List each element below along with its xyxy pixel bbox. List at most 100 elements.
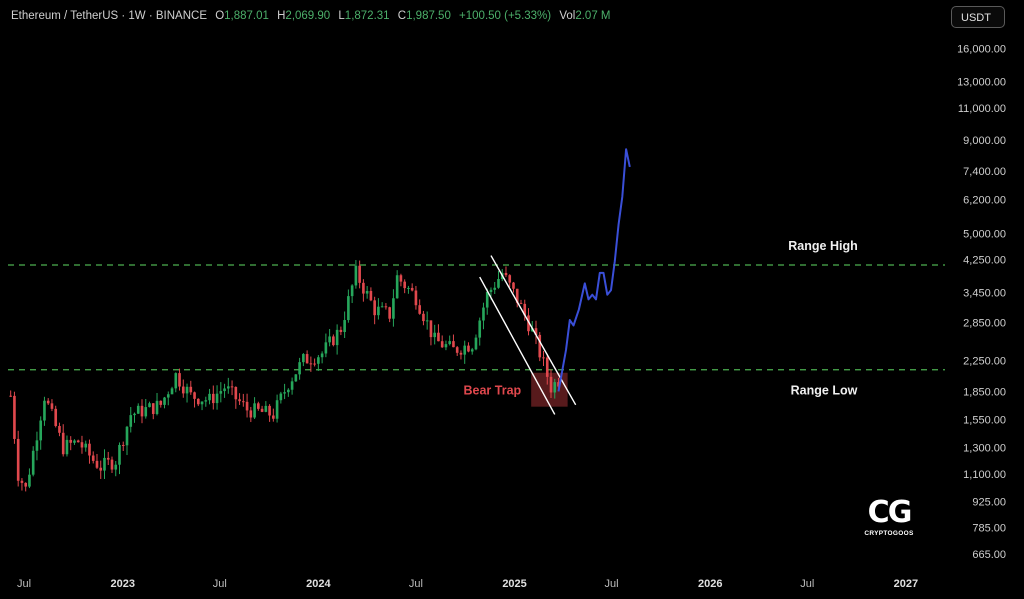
symbol-legend: Ethereum / TetherUS · 1W · BINANCE O1,88… [11, 10, 611, 22]
candle-body [43, 400, 46, 421]
y-tick-label: 11,000.00 [958, 103, 1006, 115]
candle-body [392, 298, 395, 319]
candle-body [196, 398, 200, 405]
candle-body [557, 382, 560, 387]
y-tick-label: 2,250.00 [963, 355, 1006, 367]
high-value: 2,069.90 [285, 10, 331, 22]
x-tick-label: 2026 [698, 578, 722, 590]
candle-body [534, 328, 538, 335]
candle-body [328, 336, 331, 343]
x-tick-label: Jul [213, 578, 227, 590]
candle-body [140, 405, 144, 417]
candle-body [444, 344, 448, 348]
x-tick-label: Jul [17, 578, 31, 590]
projection-line [557, 148, 631, 392]
y-tick-label: 16,000.00 [957, 44, 1006, 56]
candle-body [245, 401, 249, 411]
candle-body [380, 306, 384, 308]
candle-body [459, 352, 463, 355]
candle-body [302, 354, 305, 363]
candle-body [50, 403, 54, 409]
candle-body [125, 426, 129, 446]
high-label: H [277, 10, 286, 22]
candle-body [24, 482, 28, 487]
candle-body [294, 374, 298, 382]
candle-body [46, 400, 50, 404]
candle-body [166, 394, 170, 398]
candle-body [73, 440, 76, 443]
y-tick-label: 1,850.00 [963, 386, 1006, 398]
candle-body [485, 291, 489, 308]
candle-body [523, 303, 527, 316]
candle-body [148, 403, 151, 408]
candle-body [189, 386, 193, 393]
candle-body [13, 395, 16, 439]
candle-body [455, 347, 459, 353]
candle-body [527, 315, 530, 332]
low-value: 1,872.31 [344, 10, 390, 22]
candle-body [358, 265, 361, 283]
candle-body [69, 439, 73, 443]
candle-body [452, 341, 455, 348]
candle-body [178, 373, 181, 387]
candle-body [110, 459, 114, 470]
y-tick-label: 9,000.00 [963, 135, 1006, 147]
candle-body [144, 407, 148, 417]
candle-body [242, 401, 245, 403]
candle-body [463, 345, 467, 355]
candle-body [287, 389, 290, 393]
candle-body [253, 403, 256, 418]
candle-body [497, 278, 500, 288]
candle-body [170, 388, 174, 395]
candle-body [151, 403, 155, 414]
range-high-label: Range High [788, 239, 857, 253]
y-tick-label: 13,000.00 [957, 77, 1006, 89]
candle-body [298, 362, 301, 375]
y-tick-label: 1,100.00 [963, 469, 1006, 481]
candle-body [418, 305, 421, 314]
candle-body [200, 401, 204, 405]
cryptogoos-logo: CG CRYPTOGOOS [857, 498, 921, 538]
candle-body [489, 289, 493, 292]
y-tick-label: 3,450.00 [963, 287, 1006, 299]
candle-body [440, 341, 444, 348]
logo-text: CRYPTOGOOS [864, 530, 914, 537]
candle-body [354, 265, 358, 286]
currency-button[interactable]: USDT [951, 6, 1005, 28]
candle-body [9, 395, 12, 397]
open-label: O [215, 10, 225, 22]
candle-body [114, 464, 118, 470]
candle-body [39, 420, 43, 441]
x-tick-label: 2027 [894, 578, 918, 590]
candle-body [395, 275, 399, 299]
volume-value: 2.07 M [575, 10, 611, 22]
candle-body [515, 288, 519, 303]
candle-body [84, 443, 88, 448]
close-value: 1,987.50 [406, 10, 451, 22]
candle-body [211, 393, 215, 404]
candle-body [508, 275, 512, 283]
candle-body [272, 415, 275, 419]
candle-body [118, 444, 121, 465]
candle-body [193, 392, 196, 399]
candle-body [403, 281, 406, 289]
symbol-name: Ethereum / TetherUS · 1W · BINANCE [11, 10, 207, 22]
candle-body [429, 320, 433, 338]
y-tick-label: 7,400.00 [963, 166, 1006, 178]
candle-body [99, 467, 103, 471]
candle-body [106, 457, 110, 460]
candle-body [31, 450, 35, 475]
candle-body [369, 290, 373, 301]
candle-body [545, 357, 549, 377]
y-tick-label: 785.00 [972, 523, 1006, 535]
y-tick-label: 1,300.00 [963, 442, 1006, 454]
candle-body [226, 386, 230, 389]
candle-body [414, 290, 418, 306]
candle-body [58, 425, 61, 433]
candle-body [519, 302, 523, 304]
candle-body [257, 403, 260, 409]
candle-body [335, 329, 339, 346]
candle-body [181, 386, 185, 394]
candle-body [208, 393, 211, 401]
